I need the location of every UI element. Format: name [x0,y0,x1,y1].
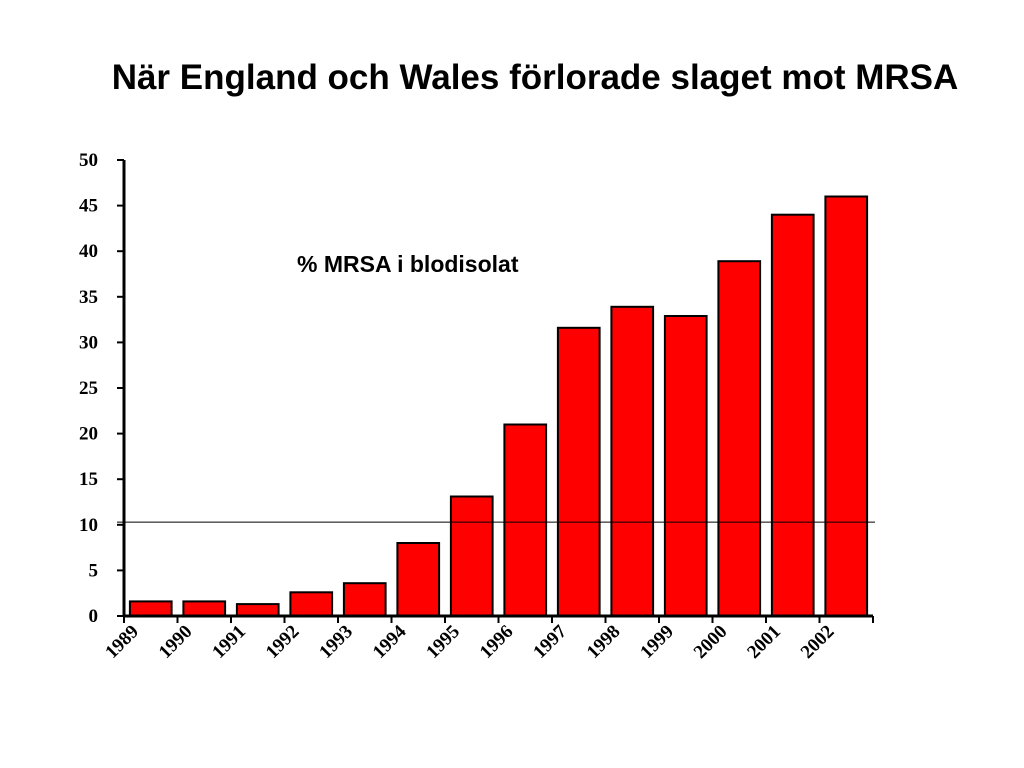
bar-1990 [182,600,227,618]
y-tick-label: 10 [79,515,98,536]
y-tick-label: 35 [79,287,98,308]
x-tick-label-2001: 2001 [743,621,785,663]
x-tick-label-2002: 2002 [797,621,839,663]
x-tick-label-1994: 1994 [369,621,411,663]
bar-1993 [342,582,387,618]
bar-1997 [556,326,601,617]
bar-1995 [449,495,494,617]
x-tick-label-1991: 1991 [208,621,250,663]
x-tick-label-1989: 1989 [101,621,143,663]
y-tick-label: 0 [89,606,99,627]
bar-1998 [610,305,655,617]
y-tick-label: 20 [79,424,98,445]
x-tick-label-1990: 1990 [155,621,197,663]
bars-layer [128,195,869,618]
bar-1994 [396,542,441,617]
x-ticks: 1989 1990 1991 1992 1993 1994 1995 1996 1997 1998… [101,616,874,663]
y-tick-label: 25 [79,378,98,399]
bar-2002 [824,195,869,617]
x-tick-label-2000: 2000 [690,621,732,663]
bar-1996 [503,423,548,617]
bar-1991 [235,603,280,617]
x-tick-label-1997: 1997 [529,621,571,663]
bar-2001 [770,213,815,617]
x-tick-label-1993: 1993 [315,621,357,663]
bar-2000 [717,260,762,617]
y-tick-label: 45 [79,196,98,217]
y-ticks: 0 5 10 15 20 25 30 35 40 45 50 [79,150,124,627]
x-tick-label-1999: 1999 [636,621,678,663]
bar-1992 [289,591,334,617]
y-tick-label: 50 [79,150,98,171]
bar-1999 [663,315,708,617]
x-tick-label-1992: 1992 [262,621,304,663]
y-tick-label: 40 [79,241,98,262]
chart-title: När England och Wales förlorade slaget m… [111,58,959,97]
y-tick-label: 30 [79,332,98,353]
bar-1989 [128,600,173,618]
y-tick-label: 15 [79,469,98,490]
x-tick-label-1996: 1996 [476,621,518,663]
x-tick-label-1998: 1998 [583,621,625,663]
chart-annotation: % MRSA i blodisolat [297,251,519,277]
y-tick-label: 5 [89,560,99,581]
x-tick-label-1995: 1995 [422,621,464,663]
